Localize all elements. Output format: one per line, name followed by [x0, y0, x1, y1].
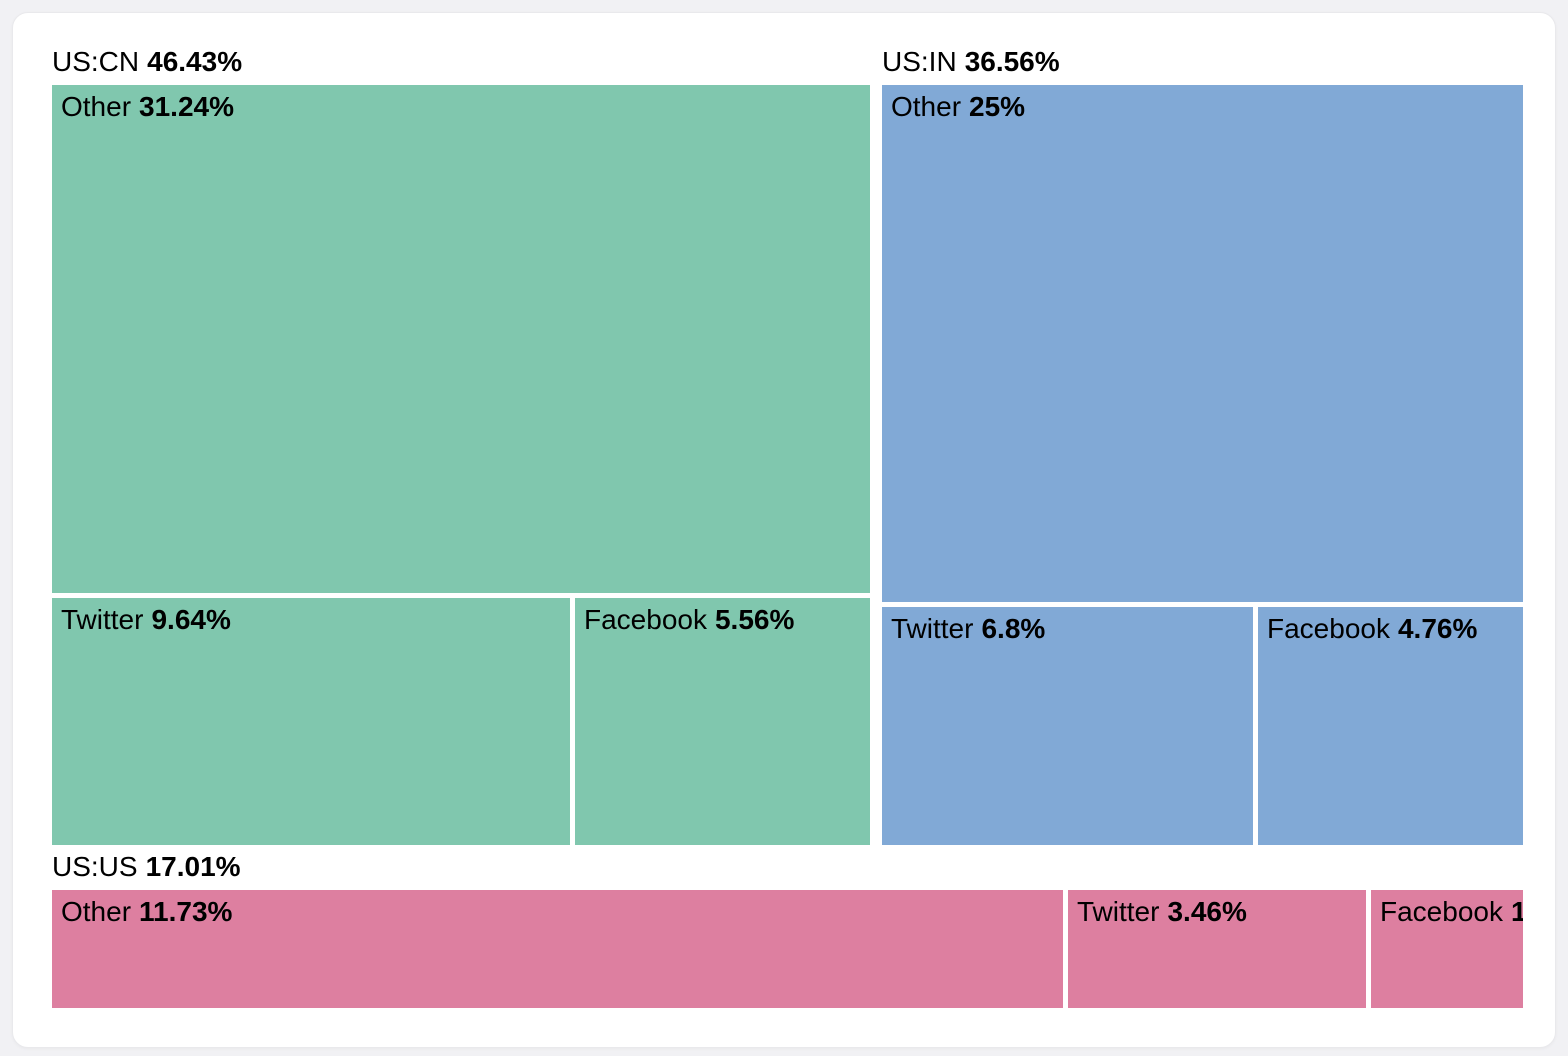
- treemap-tile-us-cn-facebook[interactable]: Facebook 5.56%: [575, 598, 870, 845]
- group-value: 36.56%: [964, 46, 1060, 77]
- tile-label: Twitter: [891, 613, 974, 644]
- group-label: US:CN: [52, 46, 140, 77]
- treemap-tile-us-us-facebook[interactable]: Facebook 1.81%: [1371, 890, 1523, 1008]
- tile-label: Twitter: [1077, 896, 1160, 927]
- treemap-tile-us-in-twitter[interactable]: Twitter 6.8%: [882, 607, 1253, 845]
- tile-value: 11.73%: [139, 896, 233, 927]
- treemap-tile-us-us-twitter[interactable]: Twitter 3.46%: [1068, 890, 1366, 1008]
- group-header-us-us: US:US 17.01%: [52, 851, 241, 883]
- tile-label: Other: [61, 896, 132, 927]
- tile-label: Facebook: [1380, 896, 1503, 927]
- group-value: 46.43%: [147, 46, 243, 77]
- treemap-tile-us-in-other[interactable]: Other 25%: [882, 85, 1523, 602]
- tile-value: 9.64%: [151, 604, 231, 635]
- treemap-tile-us-us-other[interactable]: Other 11.73%: [52, 890, 1063, 1008]
- tile-value: 4.76%: [1397, 613, 1478, 644]
- tile-label: Facebook: [1267, 613, 1390, 644]
- treemap-tile-us-cn-twitter[interactable]: Twitter 9.64%: [52, 598, 570, 845]
- tile-label: Twitter: [61, 604, 144, 635]
- group-value: 17.01%: [145, 851, 241, 882]
- tile-value: 31.24%: [139, 91, 234, 122]
- treemap-tile-us-cn-other[interactable]: Other 31.24%: [52, 85, 870, 593]
- tile-value: 1.81%: [1510, 896, 1523, 927]
- treemap-tile-us-in-facebook[interactable]: Facebook 4.76%: [1258, 607, 1523, 845]
- tile-label: Other: [61, 91, 132, 122]
- tile-label: Facebook: [584, 604, 707, 635]
- tile-value: 25%: [969, 91, 1026, 122]
- group-header-us-in: US:IN 36.56%: [882, 46, 1060, 78]
- group-label: US:IN: [882, 46, 957, 77]
- tile-value: 5.56%: [714, 604, 795, 635]
- group-label: US:US: [52, 851, 138, 882]
- tile-label: Other: [891, 91, 962, 122]
- tile-value: 3.46%: [1167, 896, 1247, 927]
- group-header-us-cn: US:CN 46.43%: [52, 46, 242, 78]
- tile-value: 6.8%: [981, 613, 1046, 644]
